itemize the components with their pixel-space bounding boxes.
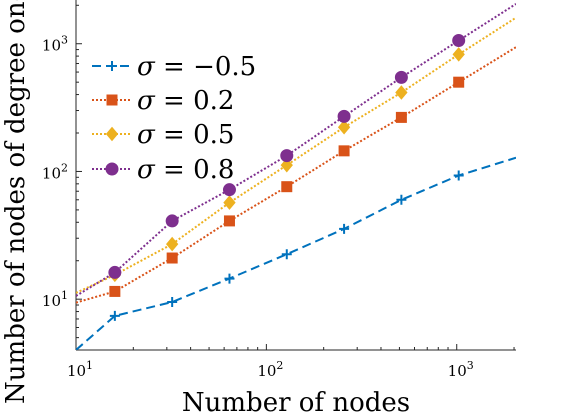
series-2 [76, 46, 516, 304]
x-tick-label: 103 [448, 359, 474, 380]
data-point [453, 170, 464, 181]
data-point [280, 157, 293, 173]
series-1 [76, 156, 516, 350]
ticks: 101 102 103 101 102 103 [42, 4, 515, 380]
data-point [109, 310, 120, 321]
data-point [452, 47, 465, 62]
series-layer [76, 3, 516, 350]
legend-marker [106, 94, 118, 106]
data-point [109, 285, 121, 297]
y-tick-label: 102 [42, 161, 68, 182]
y-tick-label: 101 [42, 289, 68, 310]
legend-label: σ = 0.8 [137, 155, 234, 185]
axes [75, 0, 516, 351]
legend-label: σ = 0.5 [137, 120, 234, 150]
data-point [452, 34, 466, 48]
x-tick-label: 102 [257, 359, 283, 380]
data-point [395, 85, 408, 100]
data-point [339, 223, 350, 234]
legend: σ = −0.5 σ = 0.2 σ = 0.5 σ = 0.8 [92, 52, 256, 185]
data-point [167, 297, 178, 308]
data-point [223, 195, 236, 210]
data-point [224, 273, 235, 284]
legend-marker [105, 126, 119, 142]
legend-marker [105, 162, 119, 176]
data-point [281, 249, 292, 260]
legend-label: σ = 0.2 [137, 86, 234, 116]
y-axis-label: Number of nodes of degree one [1, 0, 31, 404]
legend-entry: σ = 0.2 [92, 86, 234, 116]
legend-marker [107, 61, 117, 71]
legend-entry: σ = 0.5 [92, 120, 234, 150]
data-point [108, 265, 122, 279]
data-point [337, 119, 351, 135]
data-point [281, 181, 293, 193]
data-point [222, 183, 236, 197]
data-point [223, 215, 235, 227]
data-point [394, 70, 408, 84]
data-point [337, 109, 351, 123]
legend-label: σ = −0.5 [137, 52, 256, 82]
series-4 [76, 3, 516, 297]
data-point [338, 145, 350, 157]
data-point [396, 194, 407, 205]
data-point [395, 111, 407, 123]
series-line [76, 16, 516, 294]
y-tick-label: 103 [42, 34, 68, 55]
data-point [280, 149, 294, 163]
data-point [166, 236, 179, 252]
series-line [76, 156, 516, 350]
data-point [453, 76, 465, 88]
data-point [166, 252, 178, 264]
x-tick-label: 101 [67, 359, 93, 380]
data-point [165, 214, 179, 228]
legend-entry: σ = 0.8 [92, 155, 234, 185]
x-axis-label: Number of nodes [182, 388, 410, 418]
legend-entry: σ = −0.5 [92, 52, 256, 82]
